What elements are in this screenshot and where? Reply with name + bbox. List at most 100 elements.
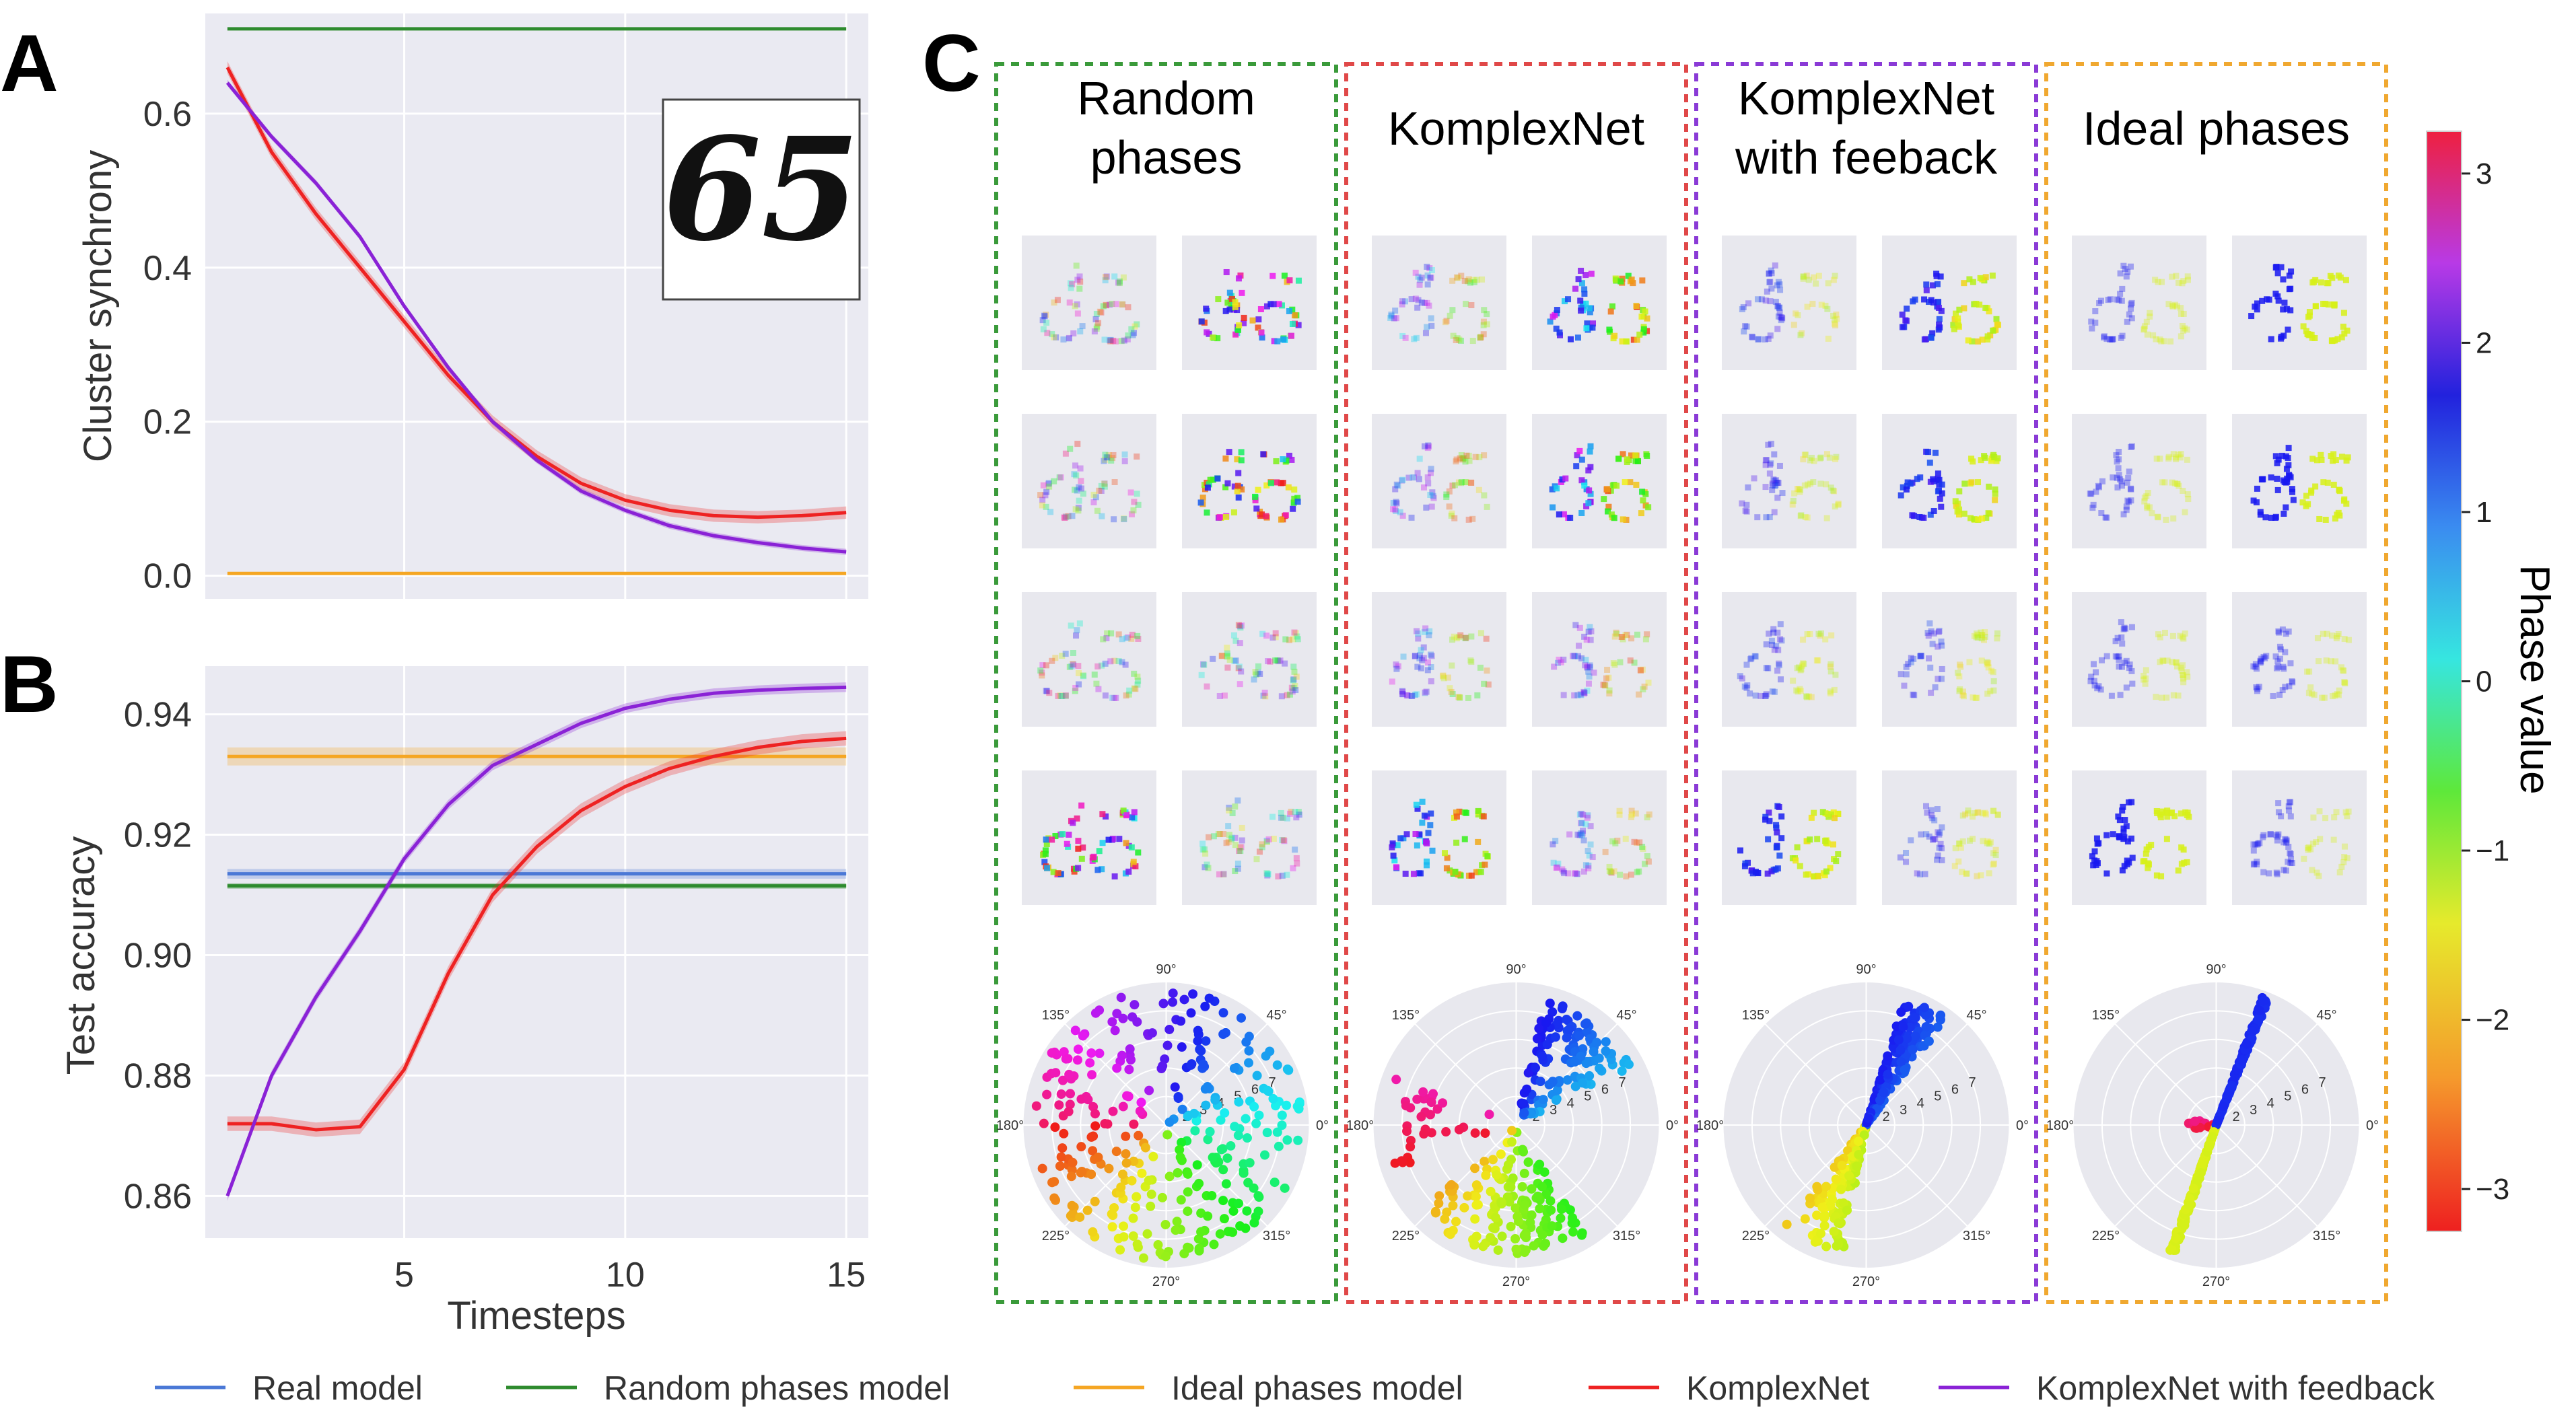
thumbnail-pixel bbox=[1103, 454, 1110, 461]
thumbnail-pixel bbox=[2171, 813, 2178, 820]
thumbnail-pixel bbox=[1580, 837, 1587, 844]
chart-b-xtick-label: 15 bbox=[827, 1256, 866, 1295]
thumbnail-pixel bbox=[1072, 688, 1078, 694]
thumbnail-pixel bbox=[1394, 842, 1401, 848]
polar-point bbox=[2254, 1005, 2264, 1015]
polar-point bbox=[1050, 1122, 1060, 1132]
thumbnail-pixel bbox=[1459, 456, 1466, 463]
thumbnail-pixel bbox=[1238, 457, 1245, 464]
thumbnail-pixel bbox=[1959, 869, 1965, 875]
thumbnail-pixel bbox=[1094, 323, 1101, 330]
thumbnail-pixel bbox=[2305, 501, 2311, 507]
thumbnail-pixel bbox=[1776, 281, 1783, 288]
thumbnail-pixel bbox=[1929, 282, 1936, 289]
thumbnail-pixel bbox=[1572, 870, 1578, 877]
thumbnail-pixel bbox=[1774, 495, 1781, 501]
thumbnail-pixel bbox=[2123, 273, 2130, 280]
thumbnail-pixel bbox=[2169, 633, 2176, 639]
thumbnail-pixel bbox=[1804, 514, 1811, 521]
thumbnail-pixel bbox=[1422, 690, 1428, 696]
thumbnail-pixel bbox=[1772, 482, 1778, 489]
thumbnail-pixel bbox=[1961, 510, 1968, 517]
polar-point bbox=[1900, 1064, 1910, 1075]
thumbnail-pixel bbox=[1418, 647, 1424, 653]
thumbnail-pixel bbox=[1932, 449, 1939, 456]
thumbnail-pixel bbox=[1071, 471, 1078, 478]
thumbnail-pixel bbox=[1072, 486, 1078, 493]
polar-point bbox=[1448, 1200, 1458, 1211]
thumbnail-pixel bbox=[1584, 814, 1591, 821]
thumbnail-pixel bbox=[2170, 451, 2177, 458]
thumbnail-pixel bbox=[2118, 478, 2125, 484]
thumbnail-pixel bbox=[1284, 871, 1290, 878]
thumbnail-pixel bbox=[1076, 681, 1082, 688]
polar-angle-label: 270° bbox=[1852, 1274, 1880, 1289]
polar-point bbox=[1059, 1128, 1069, 1139]
thumbnail-pixel bbox=[2289, 486, 2295, 493]
thumbnail-pixel bbox=[1990, 687, 1997, 694]
thumbnail-pixel bbox=[1043, 489, 1050, 495]
thumbnail-pixel bbox=[1795, 486, 1802, 493]
thumbnail-pixel bbox=[2121, 834, 2128, 841]
thumbnail-pixel bbox=[1109, 455, 1116, 462]
polar-point bbox=[1153, 1240, 1163, 1250]
polar-point bbox=[1902, 1034, 1912, 1044]
thumbnail-pixel bbox=[1110, 451, 1117, 458]
thumbnail-pixel bbox=[1622, 836, 1629, 842]
thumbnail-pixel bbox=[1402, 334, 1409, 341]
polar-point bbox=[1170, 1082, 1180, 1092]
thumbnail-pixel bbox=[2314, 635, 2321, 642]
polar-point bbox=[1578, 1078, 1588, 1088]
thumbnail-pixel bbox=[1099, 662, 1105, 669]
polar-point bbox=[1117, 1169, 1127, 1180]
polar-point bbox=[1117, 1050, 1127, 1060]
thumbnail-pixel bbox=[1575, 276, 1582, 283]
polar-point bbox=[1800, 1214, 1810, 1224]
polar-point bbox=[2258, 996, 2268, 1006]
thumbnail-pixel bbox=[1111, 873, 1118, 879]
thumbnail-pixel bbox=[2090, 862, 2097, 869]
thumbnail-pixel bbox=[1290, 684, 1297, 691]
thumbnail-pixel bbox=[1224, 299, 1231, 306]
thumbnail-pixel bbox=[1393, 481, 1400, 488]
thumbnail-pixel bbox=[1644, 853, 1650, 859]
polar-point bbox=[1116, 1182, 1126, 1192]
thumbnail-pixel bbox=[2091, 857, 2098, 864]
column-dashed-border bbox=[1344, 62, 1688, 1304]
thumbnail-pixel bbox=[1116, 280, 1123, 287]
phase-thumbnail bbox=[1722, 236, 1856, 370]
thumbnail-pixel bbox=[1803, 273, 1810, 279]
thumbnail-pixel bbox=[1237, 640, 1243, 647]
chart-b-ytick-label: 0.88 bbox=[124, 1056, 192, 1095]
thumbnail-pixel bbox=[1390, 506, 1397, 513]
colorbar-tick-label: 1 bbox=[2476, 496, 2492, 529]
thumbnail-pixel bbox=[1093, 310, 1100, 317]
polar-point bbox=[1229, 1063, 1239, 1073]
thumbnail-pixel bbox=[1620, 451, 1626, 458]
thumbnail-pixel bbox=[1955, 315, 1961, 322]
thumbnail-pixel bbox=[1263, 837, 1270, 844]
thumbnail-pixel bbox=[1924, 809, 1930, 816]
polar-point bbox=[1160, 1219, 1171, 1229]
thumbnail-pixel bbox=[2312, 483, 2319, 490]
chart-b-test-accuracy: 5 10 150.860.880.900.920.94 Test accuracy … bbox=[59, 666, 868, 1338]
thumbnail-pixel bbox=[2115, 465, 2122, 472]
thumbnail-pixel bbox=[2087, 491, 2093, 497]
polar-point bbox=[1624, 1059, 1634, 1069]
thumbnail-pixel bbox=[1903, 859, 1910, 865]
thumbnail-pixel bbox=[2275, 628, 2282, 635]
polar-point bbox=[1537, 1182, 1547, 1192]
thumbnail-pixel bbox=[1744, 682, 1751, 689]
thumbnail-pixel bbox=[1286, 637, 1292, 643]
thumbnail-pixel bbox=[1118, 338, 1125, 345]
thumbnail-pixel bbox=[1130, 859, 1137, 865]
thumbnail-pixel bbox=[2316, 808, 2323, 815]
thumbnail-pixel bbox=[1808, 694, 1815, 700]
thumbnail-pixel bbox=[1769, 482, 1776, 489]
thumbnail-pixel bbox=[2184, 669, 2190, 676]
polar-point bbox=[1168, 997, 1178, 1007]
polar-angle-label: 90° bbox=[1506, 962, 1526, 977]
polar-point bbox=[1226, 1141, 1236, 1151]
thumbnail-pixel bbox=[1559, 866, 1566, 873]
thumbnail-pixel bbox=[1292, 312, 1298, 319]
